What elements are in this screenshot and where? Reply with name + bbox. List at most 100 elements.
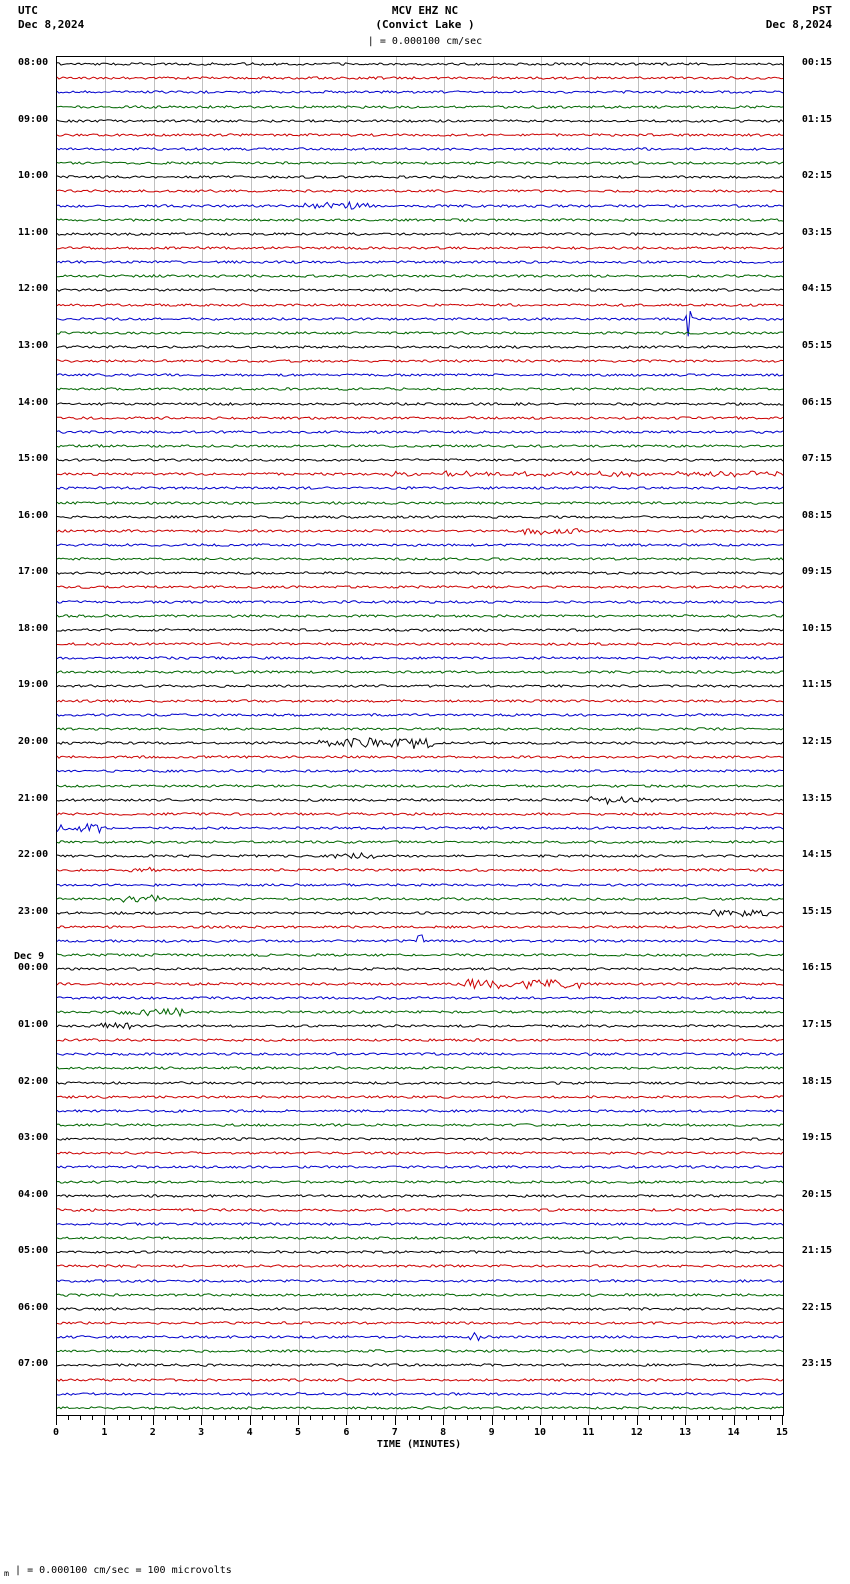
x-tick-major [540, 1415, 541, 1425]
pst-hour-label: 13:15 [802, 793, 832, 804]
utc-hour-label: 12:00 [18, 283, 48, 294]
x-tick-label: 12 [631, 1427, 643, 1438]
footer-scale: m | = 0.000100 cm/sec = 100 microvolts [4, 1565, 232, 1578]
x-tick-minor [746, 1415, 747, 1420]
utc-hour-label: 02:00 [18, 1076, 48, 1087]
pst-hour-label: 23:15 [802, 1358, 832, 1369]
x-tick-minor [673, 1415, 674, 1420]
pst-hour-label: 06:15 [802, 397, 832, 408]
utc-hour-label: 06:00 [18, 1302, 48, 1313]
x-tick-label: 5 [295, 1427, 301, 1438]
x-tick-minor [564, 1415, 565, 1420]
pst-hour-label: 16:15 [802, 962, 832, 973]
utc-hour-label: 04:00 [18, 1189, 48, 1200]
pst-hour-label: 11:15 [802, 679, 832, 690]
x-tick-label: 4 [247, 1427, 253, 1438]
x-axis-title: TIME (MINUTES) [56, 1439, 782, 1450]
x-tick-minor [480, 1415, 481, 1420]
x-tick-label: 14 [728, 1427, 740, 1438]
utc-hour-label: 07:00 [18, 1358, 48, 1369]
pst-hour-label: 22:15 [802, 1302, 832, 1313]
station-title: MCV EHZ NC [0, 4, 850, 17]
pst-hour-label: 15:15 [802, 906, 832, 917]
x-tick-label: 7 [392, 1427, 398, 1438]
x-tick-major [153, 1415, 154, 1425]
x-tick-minor [359, 1415, 360, 1420]
x-tick-minor [613, 1415, 614, 1420]
pst-hour-label: 14:15 [802, 849, 832, 860]
utc-hour-label: 18:00 [18, 623, 48, 634]
utc-hour-label: 09:00 [18, 114, 48, 125]
utc-hour-label: 22:00 [18, 849, 48, 860]
x-tick-minor [528, 1415, 529, 1420]
x-tick-minor [286, 1415, 287, 1420]
x-tick-major [250, 1415, 251, 1425]
utc-hour-label: 05:00 [18, 1245, 48, 1256]
x-tick-label: 8 [440, 1427, 446, 1438]
utc-hour-label: 21:00 [18, 793, 48, 804]
pst-hour-label: 03:15 [802, 227, 832, 238]
x-tick-major [782, 1415, 783, 1425]
x-tick-minor [129, 1415, 130, 1420]
pst-hour-label: 05:15 [802, 340, 832, 351]
x-tick-minor [516, 1415, 517, 1420]
pst-hour-label: 04:15 [802, 283, 832, 294]
utc-hour-label: 00:00 [18, 962, 48, 973]
helicorder-container: UTC Dec 8,2024 PST Dec 8,2024 MCV EHZ NC… [0, 0, 850, 1584]
pst-hour-label: 07:15 [802, 453, 832, 464]
x-tick-minor [322, 1415, 323, 1420]
x-tick-major [201, 1415, 202, 1425]
x-tick-major [492, 1415, 493, 1425]
pst-hour-label: 17:15 [802, 1019, 832, 1030]
x-tick-major [395, 1415, 396, 1425]
x-tick-minor [467, 1415, 468, 1420]
x-tick-label: 6 [343, 1427, 349, 1438]
x-tick-minor [504, 1415, 505, 1420]
x-tick-minor [709, 1415, 710, 1420]
x-tick-minor [407, 1415, 408, 1420]
x-tick-minor [601, 1415, 602, 1420]
x-tick-label: 2 [150, 1427, 156, 1438]
station-subtitle: (Convict Lake ) [0, 18, 850, 31]
x-tick-minor [455, 1415, 456, 1420]
utc-hour-label: 15:00 [18, 453, 48, 464]
x-tick-major [443, 1415, 444, 1425]
x-tick-label: 15 [776, 1427, 788, 1438]
pst-hour-label: 09:15 [802, 566, 832, 577]
utc-hour-label: 11:00 [18, 227, 48, 238]
x-tick-label: 11 [582, 1427, 594, 1438]
x-tick-minor [310, 1415, 311, 1420]
pst-hour-label: 10:15 [802, 623, 832, 634]
x-tick-minor [225, 1415, 226, 1420]
x-tick-minor [80, 1415, 81, 1420]
day-marker-label: Dec 9 [14, 951, 44, 962]
x-tick-minor [371, 1415, 372, 1420]
pst-hour-label: 12:15 [802, 736, 832, 747]
x-tick-minor [576, 1415, 577, 1420]
utc-hour-label: 03:00 [18, 1132, 48, 1143]
x-tick-label: 10 [534, 1427, 546, 1438]
x-tick-minor [383, 1415, 384, 1420]
x-tick-minor [165, 1415, 166, 1420]
pst-hour-label: 01:15 [802, 114, 832, 125]
x-tick-major [298, 1415, 299, 1425]
x-tick-minor [552, 1415, 553, 1420]
utc-hour-label: 13:00 [18, 340, 48, 351]
utc-hour-label: 20:00 [18, 736, 48, 747]
x-tick-label: 1 [101, 1427, 107, 1438]
x-tick-minor [189, 1415, 190, 1420]
x-tick-minor [697, 1415, 698, 1420]
x-tick-label: 9 [489, 1427, 495, 1438]
utc-hour-label: 01:00 [18, 1019, 48, 1030]
utc-hour-label: 19:00 [18, 679, 48, 690]
x-tick-major [104, 1415, 105, 1425]
utc-hour-label: 14:00 [18, 397, 48, 408]
x-tick-minor [722, 1415, 723, 1420]
x-tick-minor [68, 1415, 69, 1420]
x-tick-minor [419, 1415, 420, 1420]
x-tick-major [734, 1415, 735, 1425]
x-tick-minor [625, 1415, 626, 1420]
x-tick-minor [262, 1415, 263, 1420]
helicorder-plot [56, 56, 784, 1416]
utc-hour-label: 08:00 [18, 57, 48, 68]
